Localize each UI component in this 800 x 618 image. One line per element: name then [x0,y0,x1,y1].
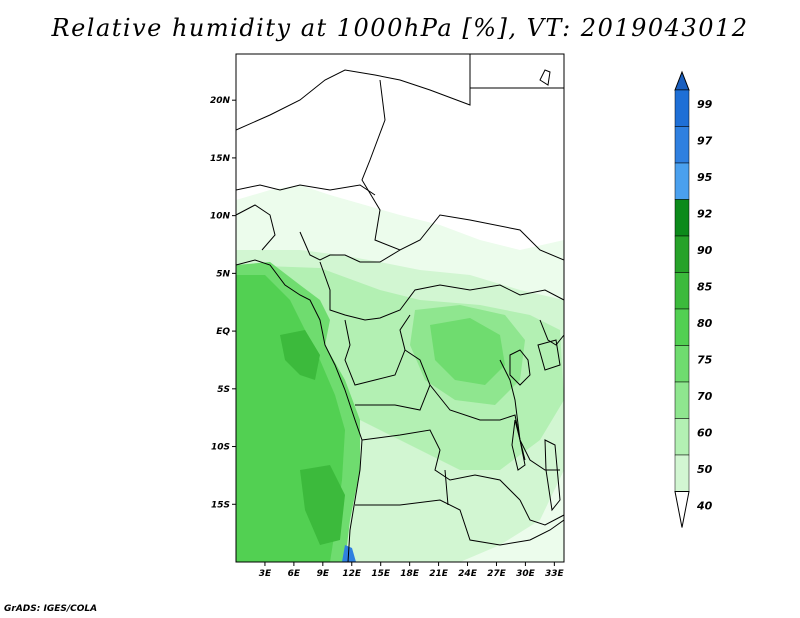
colorbar-segment [674,345,690,383]
lon-tick-label: 15E [371,569,391,579]
country-borders [236,54,564,562]
lon-tick-label: 21E [429,569,449,579]
colorbar-label: 80 [697,317,713,330]
colorbar-segment [674,126,690,164]
humidity-band-ocean-90b [300,465,345,545]
map-frame [235,53,565,563]
lat-tick-label: 10S [211,443,230,453]
humidity-band-80-center [430,318,505,385]
colorbar-segment [674,418,690,456]
colorbar-segment [674,162,690,200]
lat-tick-label: 5S [217,385,230,395]
colorbar-label: 40 [696,500,713,513]
lake-outlines [509,69,561,512]
lon-tick-label: 30E [516,569,536,579]
colorbar-label: 92 [697,208,713,221]
lat-tick-label: EQ [216,327,230,337]
lon-tick-label: 18E [400,569,420,579]
lon-tick-label: 33E [545,569,565,579]
humidity-band-ocean-90 [280,330,320,380]
lat-tick-label: 15S [211,500,230,510]
colorbar-segment [674,235,690,273]
lat-tick-label: 10N [210,212,231,222]
map-title: Relative humidity at 1000hPa [%], VT: 20… [51,14,749,42]
latitude-axis: 20N 15N 10N 5N EQ 5S 10S 15S [210,96,236,510]
colorbar-segment [674,89,690,127]
colorbar-label: 50 [697,463,713,476]
colorbar-label: 90 [697,244,713,257]
longitude-axis: 3E 6E 9E 12E 15E 18E 21E 24E 27E 30E 33E [259,562,565,579]
colorbar-top-arrow [674,70,690,91]
colorbar-segment [674,381,690,419]
lat-tick-label: 5N [216,269,230,279]
colorbar-label: 60 [697,427,713,440]
lon-tick-label: 6E [288,569,301,579]
colorbar-segment [674,199,690,237]
colorbar-segment [674,454,690,492]
lon-tick-label: 12E [342,569,362,579]
lon-tick-label: 9E [317,569,330,579]
colorbar-label: 99 [697,98,713,111]
lat-tick-label: 15N [210,154,231,164]
colorbar-bottom-arrow [674,491,690,528]
colorbar-segment [674,272,690,310]
grads-credit: GrADS: IGES/COLA [4,604,98,614]
lon-tick-label: 24E [458,569,478,579]
lat-tick-label: 20N [210,96,231,106]
lon-tick-label: 3E [259,569,272,579]
colorbar-label: 85 [697,281,713,294]
colorbar-label: 95 [697,171,713,184]
colorbar-label: 75 [697,354,713,367]
colorbar-label: 97 [697,135,713,148]
lon-tick-label: 27E [487,569,507,579]
colorbar-segment [674,308,690,346]
colorbar-label: 70 [697,390,713,403]
